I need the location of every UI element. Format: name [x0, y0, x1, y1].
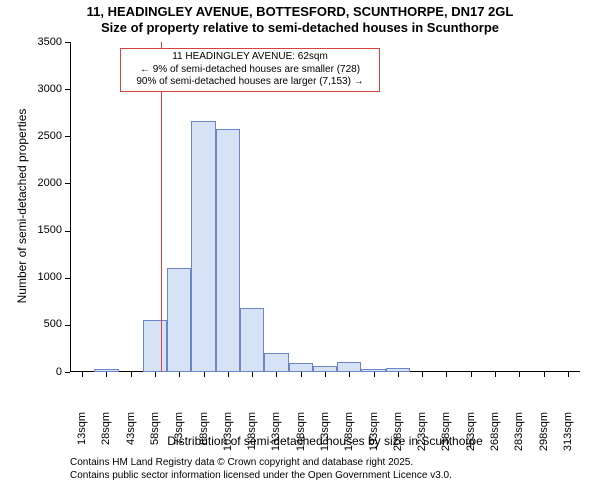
x-tick — [422, 372, 423, 377]
chart-title-line1: 11, HEADINGLEY AVENUE, BOTTESFORD, SCUNT… — [0, 4, 600, 19]
y-tick-label: 2000 — [22, 177, 62, 189]
y-tick-label: 3000 — [22, 83, 62, 95]
y-tick — [65, 372, 70, 373]
reference-line — [161, 42, 162, 372]
histogram-bar — [337, 362, 361, 372]
y-tick — [65, 136, 70, 137]
y-tick — [65, 325, 70, 326]
y-tick-label: 0 — [22, 366, 62, 378]
x-tick — [446, 372, 447, 377]
y-tick — [65, 42, 70, 43]
x-tick — [155, 372, 156, 377]
x-tick — [349, 372, 350, 377]
x-tick — [106, 372, 107, 377]
x-tick — [398, 372, 399, 377]
x-tick — [325, 372, 326, 377]
y-tick-label: 1500 — [22, 224, 62, 236]
x-tick — [544, 372, 545, 377]
x-tick — [82, 372, 83, 377]
annotation-line: 90% of semi-detached houses are larger (… — [125, 76, 375, 89]
chart-title-line2: Size of property relative to semi-detach… — [0, 20, 600, 35]
x-axis-label: Distribution of semi-detached houses by … — [70, 434, 580, 448]
y-tick-label: 3500 — [22, 36, 62, 48]
y-tick — [65, 231, 70, 232]
attribution-text: Contains HM Land Registry data © Crown c… — [70, 457, 452, 482]
y-tick-label: 1000 — [22, 271, 62, 283]
x-tick — [568, 372, 569, 377]
x-tick — [519, 372, 520, 377]
annotation-header: 11 HEADINGLEY AVENUE: 62sqm — [125, 51, 375, 64]
histogram-bar — [216, 129, 240, 372]
histogram-bar — [289, 363, 313, 372]
x-tick — [301, 372, 302, 377]
x-tick — [179, 372, 180, 377]
x-tick — [471, 372, 472, 377]
chart-wrapper: 11, HEADINGLEY AVENUE, BOTTESFORD, SCUNT… — [0, 0, 600, 500]
y-axis-line — [70, 42, 71, 372]
x-tick — [495, 372, 496, 377]
annotation-line: ← 9% of semi-detached houses are smaller… — [125, 64, 375, 77]
y-tick-label: 500 — [22, 318, 62, 330]
y-tick — [65, 183, 70, 184]
x-tick — [204, 372, 205, 377]
x-tick — [374, 372, 375, 377]
x-tick — [252, 372, 253, 377]
annotation-box: 11 HEADINGLEY AVENUE: 62sqm← 9% of semi-… — [120, 48, 380, 92]
y-tick — [65, 278, 70, 279]
plot-area: 050010001500200025003000350013sqm28sqm43… — [70, 42, 580, 372]
y-tick — [65, 89, 70, 90]
histogram-bar — [143, 320, 167, 372]
histogram-bar — [191, 121, 215, 372]
histogram-bar — [240, 308, 264, 372]
histogram-bar — [264, 353, 288, 372]
x-tick — [276, 372, 277, 377]
y-tick-label: 2500 — [22, 130, 62, 142]
histogram-bar — [167, 268, 191, 372]
x-tick — [131, 372, 132, 377]
attribution-line1: Contains HM Land Registry data © Crown c… — [70, 457, 452, 470]
x-tick — [228, 372, 229, 377]
attribution-line2: Contains public sector information licen… — [70, 470, 452, 483]
